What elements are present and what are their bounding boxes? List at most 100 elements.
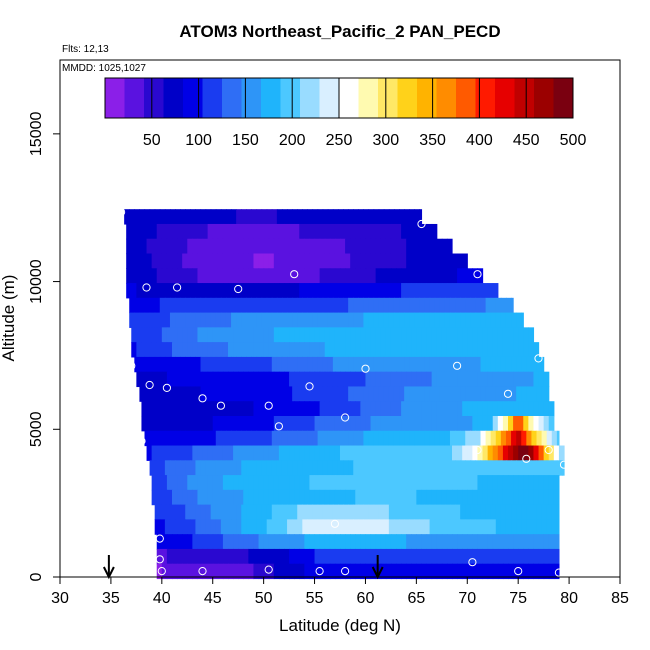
heatmap-cell [329,445,336,461]
heatmap-cell [345,445,351,461]
heatmap-cell [141,238,148,255]
heatmap-cell [368,386,375,402]
heatmap-cell [263,342,270,358]
heatmap-cell [436,415,443,432]
heatmap-cell [383,312,390,328]
heatmap-cell [363,356,370,373]
heatmap-cell [526,386,533,402]
heatmap-cell [236,312,242,328]
heatmap-cell [236,519,242,535]
heatmap-cell [207,401,214,417]
heatmap-cell [404,356,410,373]
heatmap-cell [268,475,275,491]
heatmap-cell [177,342,183,358]
heatmap-cell [207,489,214,506]
heatmap-cell [304,371,311,388]
heatmap-cell [538,445,545,461]
heatmap-cell [151,475,158,491]
heatmap-cell [258,563,265,580]
heatmap-cell [289,548,295,565]
heatmap-cell [231,297,237,314]
heatmap-cell [299,342,305,358]
heatmap-cell [276,519,283,535]
heatmap-cell [228,223,234,240]
sample-point [216,401,225,410]
heatmap-cell [161,223,168,240]
heatmap-cell [192,415,199,432]
heatmap-cell [202,371,209,388]
heatmap-cell [401,238,407,255]
heatmap-cell [220,209,227,225]
heatmap-cell [431,534,438,550]
heatmap-cell [205,386,212,402]
heatmap-cell [521,519,527,535]
heatmap-cell [202,534,209,550]
heatmap-cell [399,460,405,476]
heatmap-cell [324,445,331,461]
heatmap-cell [292,356,298,373]
heatmap-cell [399,504,405,520]
colorbar-segment [339,78,359,118]
heatmap-cell [314,401,321,417]
heatmap-cell [231,504,237,520]
heatmap-cell [136,327,143,343]
heatmap-cell [317,356,324,373]
heatmap-cell [263,415,270,432]
heatmap-cell [482,563,489,580]
heatmap-cell [393,504,400,520]
heatmap-cell [388,312,395,328]
heatmap-cell [414,312,421,328]
heatmap-cell [251,460,258,476]
heatmap-cell [360,563,367,580]
heatmap-cell [192,563,199,580]
heatmap-cell [202,342,209,358]
heatmap-cell [353,504,359,520]
heatmap-cell [210,312,217,328]
heatmap-cell [256,519,263,535]
heatmap-cell [190,460,197,476]
heatmap-cell [334,548,341,565]
heatmap-cell [156,475,163,491]
heatmap-cell [156,283,163,299]
heatmap-cell [289,342,295,358]
heatmap-cell [159,386,166,402]
heatmap-cell [426,342,433,358]
heatmap-cell [401,327,407,343]
heatmap-cell [340,563,346,580]
y-tick-label: 5000 [28,411,45,447]
heatmap-cell [521,504,527,520]
heatmap-cell [396,415,402,432]
heatmap-cell [146,223,153,240]
heatmap-cell [166,475,173,491]
heatmap-cell [312,356,319,373]
heatmap-cell [399,519,405,535]
heatmap-cell [258,401,265,417]
heatmap-cell [416,548,423,565]
sample-point [417,219,426,229]
colorbar-segment [534,78,554,118]
heatmap-cell [200,386,207,402]
heatmap-cell [385,268,392,284]
heatmap-cell [449,312,456,328]
heatmap-cell [217,268,224,284]
heatmap-cell [281,504,288,520]
heatmap-cell [452,548,458,565]
heatmap-cell [327,312,334,328]
heatmap-cell [449,504,456,520]
heatmap-cell [185,209,191,225]
heatmap-cell [421,534,428,550]
heatmap-cell [273,283,280,299]
heatmap-cell [134,356,141,373]
heatmap-cell [419,460,426,476]
colorbar-segment [261,78,281,118]
heatmap-cell [281,386,288,402]
heatmap-cell [343,209,349,225]
heatmap-cell [268,415,275,432]
heatmap-cell [548,445,555,461]
heatmap-cell [236,460,242,476]
heatmap-cell [378,312,385,328]
heatmap-cell [399,312,405,328]
heatmap-cell [246,460,253,476]
heatmap-cell [444,386,451,402]
sample-point [264,565,273,574]
